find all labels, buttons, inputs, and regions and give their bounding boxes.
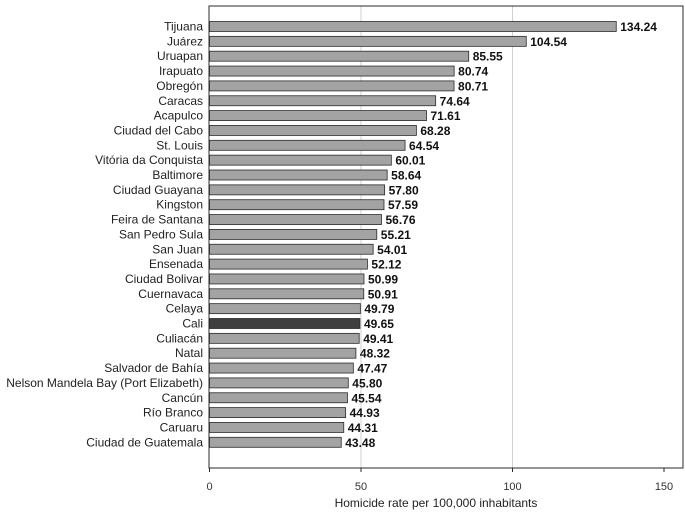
category-label: Ciudad Guayana <box>113 183 203 197</box>
category-label: Natal <box>175 346 203 360</box>
bar <box>209 80 455 92</box>
bar <box>209 258 368 270</box>
value-label: 134.24 <box>620 20 657 34</box>
bar <box>209 139 406 151</box>
value-label: 56.76 <box>385 213 415 227</box>
value-label: 71.61 <box>430 109 460 123</box>
value-label: 55.21 <box>381 228 411 242</box>
category-label: Ciudad del Cabo <box>114 123 204 137</box>
value-label: 47.47 <box>357 362 387 376</box>
bar <box>209 332 360 344</box>
category-label: San Pedro Sula <box>119 227 203 241</box>
value-label: 44.31 <box>348 421 378 435</box>
category-label: Obregón <box>156 79 203 93</box>
category-label: Caruaru <box>160 420 203 434</box>
bars <box>209 21 617 448</box>
x-axis-title: Homicide rate per 100,000 inhabitants <box>335 496 538 510</box>
bar <box>209 228 378 240</box>
category-label: Ciudad Bolivar <box>125 272 203 286</box>
value-label: 44.93 <box>350 406 380 420</box>
value-label: 74.64 <box>440 94 470 108</box>
category-label: Cancún <box>162 391 203 405</box>
x-tick-label: 0 <box>206 481 212 493</box>
bar <box>209 407 347 419</box>
bar <box>209 422 345 433</box>
category-label: Uruapan <box>157 49 203 63</box>
value-label: 57.59 <box>388 198 418 212</box>
category-label: Ensenada <box>149 257 203 271</box>
x-tick-label: 50 <box>355 481 367 493</box>
value-label: 68.28 <box>420 124 450 138</box>
category-label: Caracas <box>158 94 203 108</box>
x-tick-label: 100 <box>503 481 521 493</box>
category-label: Tijuana <box>164 20 203 34</box>
value-label: 57.80 <box>389 183 419 197</box>
bar <box>209 50 470 62</box>
category-label: Juárez <box>167 34 203 48</box>
bar <box>209 318 361 329</box>
value-label: 58.64 <box>391 169 421 183</box>
value-label: 80.71 <box>458 79 488 93</box>
category-label: St. Louis <box>156 138 203 152</box>
bar <box>209 436 342 448</box>
category-label: Río Branco <box>143 406 203 420</box>
value-label: 49.65 <box>364 317 394 331</box>
bar <box>209 154 392 166</box>
value-label: 50.91 <box>368 287 398 301</box>
bar <box>209 110 427 121</box>
bar <box>209 95 437 107</box>
value-label: 64.54 <box>409 139 439 153</box>
value-label: 49.41 <box>363 332 393 346</box>
value-label: 48.32 <box>360 347 390 361</box>
category-label: Cali <box>182 317 203 331</box>
value-label: 45.80 <box>352 376 382 390</box>
category-label: Baltimore <box>152 168 203 182</box>
category-label: Irapuato <box>159 64 203 78</box>
category-label: Ciudad de Guatemala <box>86 435 203 449</box>
category-labels: TijuanaJuárezUruapanIrapuatoObregónCarac… <box>6 20 203 450</box>
bar <box>209 35 527 47</box>
plot-frame <box>208 5 684 469</box>
category-label: Celaya <box>166 302 204 316</box>
bar <box>209 362 354 374</box>
bar <box>209 288 365 300</box>
x-tick-label: 150 <box>655 481 673 493</box>
value-labels: 134.24 104.54 85.5580.7480.7174.6471.6168.… <box>345 20 657 450</box>
bar <box>209 65 455 77</box>
value-label: 54.01 <box>377 243 407 257</box>
bar <box>209 303 361 315</box>
value-label: 49.79 <box>364 302 394 316</box>
category-label: Culiacán <box>156 331 203 345</box>
bar <box>209 392 348 404</box>
bar <box>209 347 357 359</box>
value-label: 43.48 <box>345 436 375 450</box>
category-label: Salvador de Bahía <box>104 361 203 375</box>
bar <box>209 377 349 389</box>
bar <box>209 243 374 255</box>
category-label: San Juan <box>152 242 203 256</box>
category-label: Vitória da Conquista <box>95 153 203 167</box>
value-label: 45.54 <box>351 391 381 405</box>
bar <box>209 273 365 285</box>
x-axis-ticks: 0 50 100 150 <box>206 468 673 493</box>
bar <box>209 21 617 32</box>
value-label: 52.12 <box>371 258 401 272</box>
category-label: Feira de Santana <box>111 213 203 227</box>
value-label: 50.99 <box>368 272 398 286</box>
category-label: Nelson Mandela Bay (Port Elizabeth) <box>6 376 203 390</box>
value-label: 104.54 <box>530 35 567 49</box>
value-label: 60.01 <box>395 154 425 168</box>
bar <box>209 199 385 211</box>
category-label: Cuernavaca <box>138 287 203 301</box>
bar <box>209 184 386 196</box>
category-label: Kingston <box>156 198 203 212</box>
value-label: 80.74 <box>458 65 488 79</box>
bar <box>209 125 417 136</box>
category-label: Acapulco <box>154 109 204 123</box>
value-label: 85.55 <box>473 50 503 64</box>
bar <box>209 169 388 181</box>
bar <box>209 214 382 225</box>
